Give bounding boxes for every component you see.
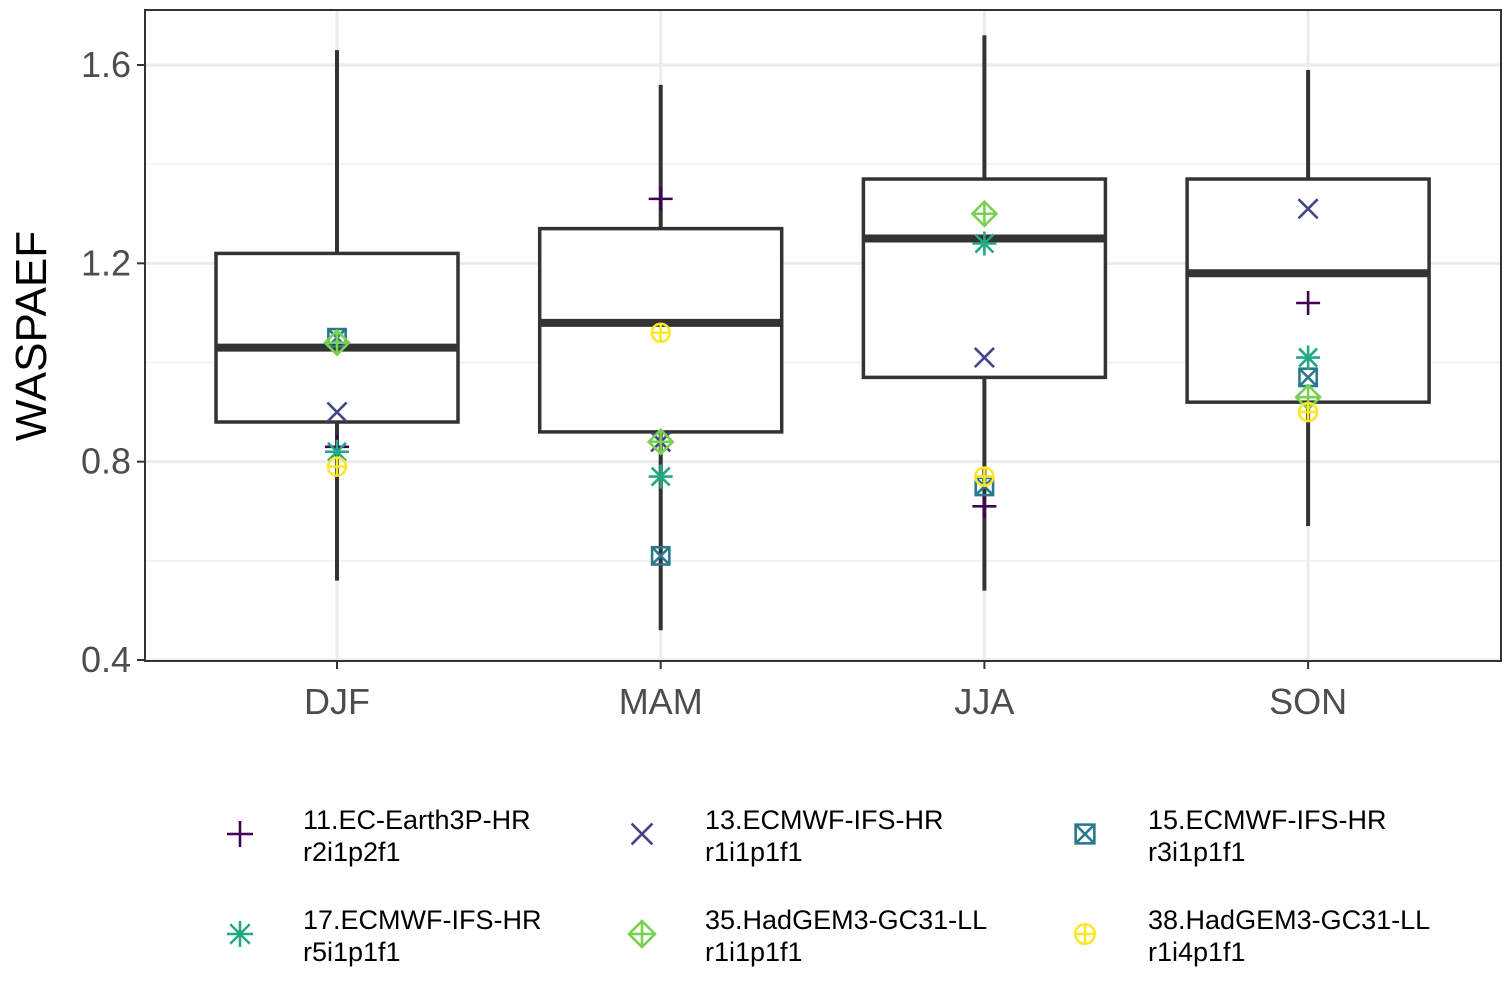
data-point (970, 199, 999, 228)
x-tick-label: JJA (954, 681, 1014, 722)
legend-key (227, 921, 253, 947)
points (323, 186, 1322, 566)
legend-key (1073, 922, 1097, 946)
x-tick-label: MAM (619, 681, 703, 722)
x-tick-label: SON (1269, 681, 1347, 722)
data-point (323, 328, 351, 357)
legend-label: 38.HadGEM3-GC31-LL (1148, 905, 1430, 935)
series-6 (326, 322, 1319, 487)
data-point (1297, 401, 1319, 423)
legend-label: 15.ECMWF-IFS-HR (1148, 805, 1387, 835)
data-point (973, 347, 995, 369)
data-point (972, 231, 997, 256)
legend-key (1074, 823, 1096, 845)
data-point (972, 494, 997, 519)
data-point (648, 186, 673, 211)
data-point (326, 401, 348, 423)
legend-label: r5i1p1f1 (303, 937, 401, 967)
legend-label: 11.EC-Earth3P-HR (303, 805, 531, 835)
y-axis-title: WASPAEF (7, 231, 56, 441)
data-point (326, 456, 348, 477)
data-point (1296, 345, 1321, 370)
legend-label: 35.HadGEM3-GC31-LL (705, 905, 987, 935)
legend-key (630, 822, 654, 846)
y-tick-label: 0.4 (81, 639, 131, 680)
x-axis: DJF MAM JJA SON (304, 661, 1347, 722)
y-tick-label: 1.6 (81, 44, 131, 85)
legend: 11.EC-Earth3P-HRr2i1p2f113.ECMWF-IFS-HRr… (227, 805, 1430, 967)
legend-label: 13.ECMWF-IFS-HR (705, 805, 944, 835)
legend-label: r3i1p1f1 (1148, 837, 1246, 867)
plot-border (144, 9, 1502, 662)
legend-key (627, 919, 657, 949)
legend-label: 17.ECMWF-IFS-HR (303, 905, 542, 935)
data-point (648, 464, 673, 489)
legend-label: r1i4p1f1 (1148, 937, 1246, 967)
data-point (1297, 198, 1319, 220)
y-axis: 0.4 0.8 1.2 1.6 (81, 44, 145, 680)
y-tick-label: 0.8 (81, 441, 131, 482)
data-point (650, 545, 671, 566)
legend-label: r1i1p1f1 (705, 837, 803, 867)
data-point (974, 466, 995, 487)
legend-label: r1i1p1f1 (705, 937, 803, 967)
y-tick-label: 1.2 (81, 242, 131, 283)
x-tick-label: DJF (304, 681, 370, 722)
data-point (646, 427, 675, 456)
data-point (1296, 291, 1321, 315)
legend-key (227, 821, 253, 847)
box-jja (861, 35, 1108, 591)
legend-label: r2i1p2f1 (303, 837, 401, 867)
data-point (650, 322, 672, 344)
